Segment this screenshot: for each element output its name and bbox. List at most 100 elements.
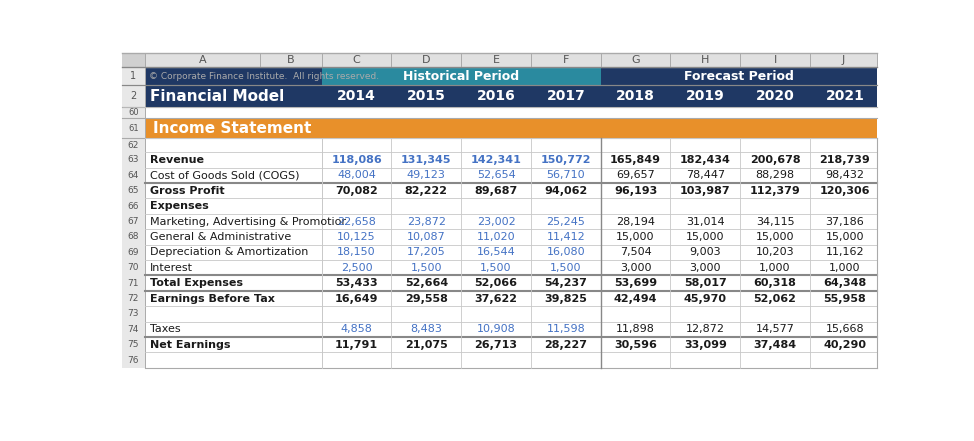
Text: 67: 67 xyxy=(128,217,139,226)
Text: 11,412: 11,412 xyxy=(546,232,585,242)
Text: 11,020: 11,020 xyxy=(476,232,515,242)
Text: 10,908: 10,908 xyxy=(476,324,515,334)
Text: 56,710: 56,710 xyxy=(546,170,585,180)
Text: 10,125: 10,125 xyxy=(337,232,376,242)
Text: Interest: Interest xyxy=(150,263,193,273)
Bar xyxy=(145,321,877,337)
Text: Cost of Goods Sold (COGS): Cost of Goods Sold (COGS) xyxy=(150,170,299,180)
Bar xyxy=(122,337,145,352)
Text: 48,004: 48,004 xyxy=(337,170,376,180)
Bar xyxy=(145,276,877,291)
Text: 64,348: 64,348 xyxy=(823,278,867,288)
Bar xyxy=(122,306,145,321)
Text: Total Expenses: Total Expenses xyxy=(150,278,243,288)
Text: 14,577: 14,577 xyxy=(756,324,795,334)
Bar xyxy=(321,85,877,107)
Text: 76: 76 xyxy=(128,355,139,365)
Bar xyxy=(122,214,145,229)
Text: 2019: 2019 xyxy=(686,89,725,103)
Text: 150,772: 150,772 xyxy=(541,155,591,165)
Bar xyxy=(122,245,145,260)
Text: 17,205: 17,205 xyxy=(407,247,446,258)
Text: 53,699: 53,699 xyxy=(614,278,657,288)
Text: 64: 64 xyxy=(128,171,139,180)
Bar xyxy=(145,67,321,85)
Text: 10,087: 10,087 xyxy=(407,232,446,242)
Text: 2: 2 xyxy=(131,91,136,101)
Bar xyxy=(122,229,145,245)
Text: C: C xyxy=(353,55,360,65)
Text: 15,000: 15,000 xyxy=(826,232,864,242)
Text: 25,245: 25,245 xyxy=(546,217,585,227)
Text: 16,080: 16,080 xyxy=(546,247,585,258)
Text: 60: 60 xyxy=(128,108,138,117)
Text: 60,318: 60,318 xyxy=(754,278,797,288)
Text: 88,298: 88,298 xyxy=(756,170,795,180)
Bar xyxy=(122,107,145,118)
Text: 33,099: 33,099 xyxy=(684,340,727,350)
Text: 11,598: 11,598 xyxy=(546,324,585,334)
Text: J: J xyxy=(842,55,844,65)
Bar xyxy=(122,291,145,306)
Bar xyxy=(122,260,145,276)
Bar xyxy=(145,245,877,260)
Text: 72: 72 xyxy=(128,294,139,303)
Text: 7,504: 7,504 xyxy=(619,247,652,258)
Bar xyxy=(145,260,877,276)
Text: 2016: 2016 xyxy=(476,89,515,103)
Bar xyxy=(145,337,877,352)
Text: Forecast Period: Forecast Period xyxy=(684,70,794,82)
Text: 78,447: 78,447 xyxy=(686,170,725,180)
Text: 94,062: 94,062 xyxy=(544,186,587,196)
Text: Net Earnings: Net Earnings xyxy=(150,340,230,350)
Text: 1,500: 1,500 xyxy=(480,263,511,273)
Text: Marketing, Advertising & Promotior: Marketing, Advertising & Promotior xyxy=(150,217,346,227)
Bar xyxy=(122,321,145,337)
Text: 2021: 2021 xyxy=(825,89,864,103)
Bar xyxy=(145,118,877,138)
Text: 70,082: 70,082 xyxy=(335,186,378,196)
Bar xyxy=(145,352,877,368)
Bar xyxy=(145,168,877,183)
Text: 28,194: 28,194 xyxy=(617,217,656,227)
Text: Expenses: Expenses xyxy=(150,201,208,211)
Text: 62: 62 xyxy=(128,141,139,150)
Text: A: A xyxy=(199,55,206,65)
Text: E: E xyxy=(493,55,500,65)
Bar xyxy=(145,198,877,214)
Bar xyxy=(145,306,877,321)
Text: 70: 70 xyxy=(128,263,139,272)
Bar xyxy=(122,85,145,107)
Text: 98,432: 98,432 xyxy=(825,170,864,180)
Bar xyxy=(145,138,877,152)
Text: 165,849: 165,849 xyxy=(610,155,661,165)
Bar xyxy=(122,183,145,198)
Text: 15,000: 15,000 xyxy=(756,232,795,242)
Text: 218,739: 218,739 xyxy=(819,155,870,165)
Text: G: G xyxy=(631,55,640,65)
Text: 89,687: 89,687 xyxy=(474,186,518,196)
Text: Financial Model: Financial Model xyxy=(150,89,283,104)
Text: General & Administrative: General & Administrative xyxy=(150,232,291,242)
Text: 1,500: 1,500 xyxy=(411,263,442,273)
Text: 142,341: 142,341 xyxy=(470,155,521,165)
Text: 69: 69 xyxy=(128,248,139,257)
Text: 31,014: 31,014 xyxy=(686,217,725,227)
Text: 15,000: 15,000 xyxy=(686,232,725,242)
Text: 200,678: 200,678 xyxy=(750,155,801,165)
Text: 2017: 2017 xyxy=(546,89,585,103)
Text: 12,872: 12,872 xyxy=(686,324,725,334)
Text: 52,654: 52,654 xyxy=(476,170,515,180)
Bar xyxy=(122,198,145,214)
Text: 54,237: 54,237 xyxy=(544,278,587,288)
Text: 63: 63 xyxy=(128,155,139,164)
Bar xyxy=(122,276,145,291)
Bar xyxy=(145,214,877,229)
Bar xyxy=(321,67,601,85)
Text: 3,000: 3,000 xyxy=(690,263,721,273)
Text: 2020: 2020 xyxy=(756,89,795,103)
Text: 39,825: 39,825 xyxy=(544,294,587,303)
Text: 131,345: 131,345 xyxy=(401,155,452,165)
Bar xyxy=(145,229,877,245)
Text: 11,162: 11,162 xyxy=(826,247,864,258)
